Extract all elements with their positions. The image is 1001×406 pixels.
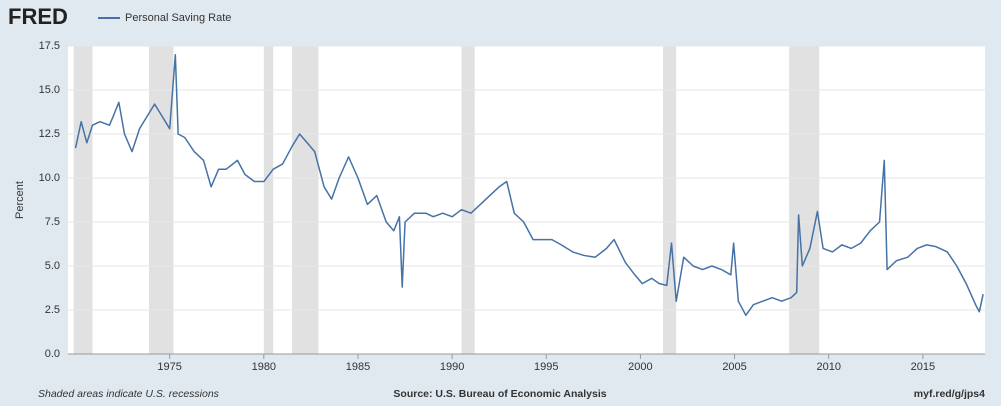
recession-band — [461, 46, 475, 354]
recession-band — [148, 46, 174, 354]
x-tick-label: 2000 — [628, 361, 652, 373]
footer-note: Shaded areas indicate U.S. recessions — [38, 388, 220, 400]
x-tick-label: 1980 — [252, 361, 276, 373]
recession-band — [73, 46, 93, 354]
y-tick-label: 7.5 — [45, 216, 60, 228]
y-axis-label: Percent — [14, 181, 26, 219]
y-tick-label: 15.0 — [39, 84, 60, 96]
recession-band — [263, 46, 274, 354]
y-tick-label: 17.5 — [39, 40, 60, 52]
x-tick-label: 2015 — [911, 361, 935, 373]
source: Source: U.S. Bureau of Economic Analysis — [393, 388, 606, 400]
data-line — [74, 54, 984, 317]
x-tick-label: 2010 — [816, 361, 840, 373]
y-tick-label: 2.5 — [45, 304, 60, 316]
y-tick-label: 5.0 — [45, 260, 60, 272]
x-tick-label: 1985 — [346, 361, 370, 373]
link[interactable]: myf.red/g/jps4 — [914, 388, 985, 400]
y-tick-label: 12.5 — [39, 128, 60, 140]
plot-area — [68, 46, 985, 354]
x-tick-label: 1990 — [440, 361, 464, 373]
legend-label: Personal Saving Rate — [125, 12, 231, 24]
logo: FRED — [8, 4, 68, 29]
y-tick-label: 10.0 — [39, 172, 60, 184]
recession-band — [663, 46, 677, 354]
recession-band — [789, 46, 820, 354]
y-tick-label: 0.0 — [45, 348, 60, 360]
recession-band — [292, 46, 319, 354]
x-tick-label: 1995 — [534, 361, 558, 373]
x-tick-label: 2005 — [722, 361, 746, 373]
x-tick-label: 1975 — [157, 361, 181, 373]
